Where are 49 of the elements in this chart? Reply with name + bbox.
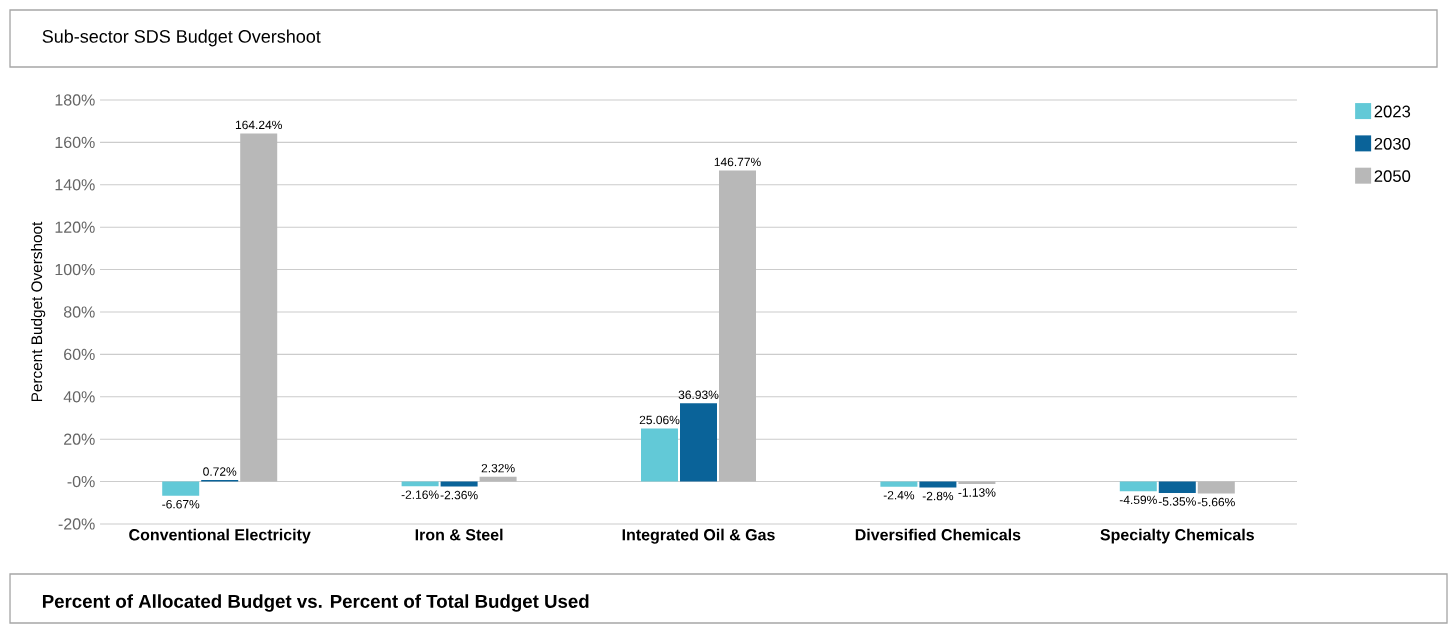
y-tick-label: 120% xyxy=(55,221,95,233)
data-label: 25.06% xyxy=(639,415,680,425)
data-label: -2.8% xyxy=(922,491,954,501)
bar xyxy=(719,170,756,482)
bar xyxy=(479,476,517,482)
x-tick-label: Iron & Steel xyxy=(415,528,503,541)
legend-label: 2023 xyxy=(1374,105,1411,118)
chart-title: Sub-sector SDS Budget Overshoot xyxy=(42,29,321,47)
y-tick-label: 100% xyxy=(55,263,95,276)
legend-label: 2050 xyxy=(1374,170,1411,182)
y-tick-label: -20% xyxy=(58,518,95,530)
data-label: -2.16% xyxy=(401,490,439,499)
y-tick-label: 180% xyxy=(55,94,95,106)
text: Percent of Allocated Budget vs. Percent of Total Budget Used xyxy=(42,594,589,612)
x-tick-label: Diversified Chemicals xyxy=(855,528,1021,541)
bar xyxy=(1119,481,1157,492)
y-tick-label: 20% xyxy=(64,433,95,445)
data-label: -5.35% xyxy=(1158,497,1196,506)
y-axis-title: Percent Budget Overshoot xyxy=(30,221,46,402)
y-tick-label: 160% xyxy=(55,136,95,149)
y-tick-label: 40% xyxy=(63,391,95,403)
legend-label: 2030 xyxy=(1374,137,1411,150)
data-label: 36.93% xyxy=(678,390,719,400)
bar xyxy=(680,403,717,482)
data-label: -4.59% xyxy=(1119,495,1157,505)
x-tick-label: Integrated Oil & Gas xyxy=(622,528,775,544)
x-tick-label: Conventional Electricity xyxy=(129,528,311,544)
y-tick-label: 140% xyxy=(55,179,95,191)
y-tick-label: -0% xyxy=(67,475,95,488)
data-label: 146.77% xyxy=(714,157,761,167)
data-label: -6.67% xyxy=(162,499,200,509)
data-label: -5.66% xyxy=(1197,497,1235,507)
data-label: 2.32% xyxy=(481,463,515,473)
data-label: -2.4% xyxy=(883,490,915,500)
x-tick-label: Specialty Chemicals xyxy=(1100,528,1254,544)
bar xyxy=(880,481,918,487)
bar xyxy=(162,481,200,496)
data-label: -2.36% xyxy=(440,490,478,500)
y-tick-label: 60% xyxy=(64,348,95,361)
bar xyxy=(919,481,957,488)
bar xyxy=(1197,481,1235,494)
bar xyxy=(641,428,678,482)
bar xyxy=(240,133,278,482)
bar xyxy=(1158,481,1196,493)
y-tick-label: 80% xyxy=(63,306,95,318)
bar xyxy=(440,481,478,487)
data-label: 0.72% xyxy=(203,467,237,476)
data-label: -1.13% xyxy=(958,488,996,497)
data-label: 164.24% xyxy=(235,120,282,130)
